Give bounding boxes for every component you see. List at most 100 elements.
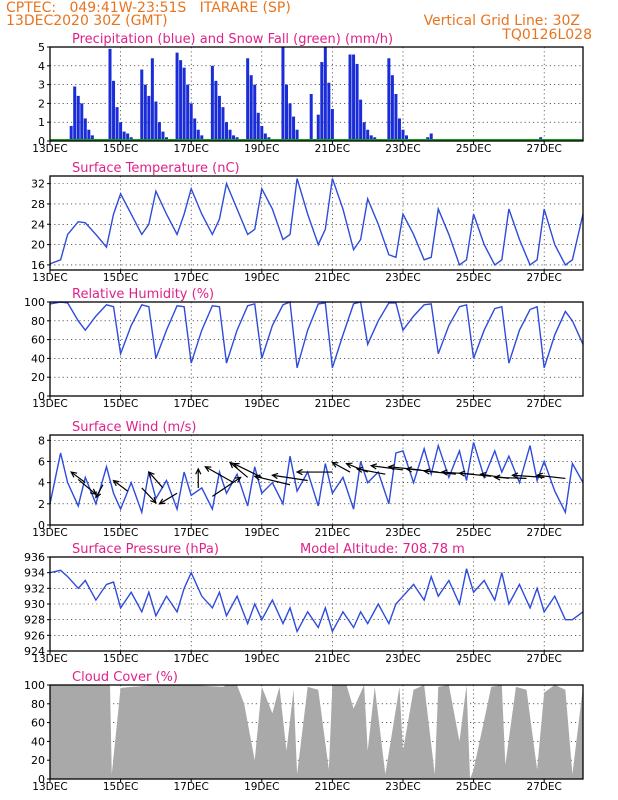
rh-ytick-label: 40 — [31, 352, 45, 365]
pres-series-line — [49, 568, 584, 634]
wind-ytick-label: 6 — [38, 455, 45, 468]
wind-arrow-head — [355, 466, 364, 473]
precip-bar — [327, 82, 331, 141]
wind-ytick-label: 0 — [38, 519, 45, 532]
precip-bar — [122, 131, 126, 141]
precip-bar — [186, 84, 190, 141]
precip-frame — [49, 46, 584, 142]
precip-ytick-label: 0 — [38, 135, 45, 148]
precip-xtick-label: 21DEC — [315, 143, 350, 155]
temp-frame — [49, 175, 584, 271]
precip-bar — [323, 47, 327, 141]
rh-ytick-label: 80 — [31, 315, 45, 328]
precip-bar — [80, 103, 84, 141]
pres-ytick-label: 936 — [24, 551, 45, 564]
cloud-xtick-label: 27DEC — [526, 781, 561, 793]
wind-arrow-head — [458, 470, 466, 477]
precip-bar — [295, 129, 299, 141]
cloud-ytick-label: 40 — [31, 735, 45, 748]
wind-arrow-head — [158, 498, 166, 505]
wind-arrow-head — [440, 469, 448, 476]
pres-panel-title: Surface Pressure (hPa) — [72, 542, 219, 557]
precip-bar — [182, 67, 186, 141]
wind-arrow-head — [535, 472, 543, 479]
precip-bar — [196, 129, 200, 141]
precip-bar — [429, 133, 433, 141]
wind-arrow-shaft — [254, 475, 291, 486]
precip-bar — [355, 63, 359, 141]
temp-ytick-label: 20 — [31, 239, 45, 252]
wind-xtick-label: 21DEC — [315, 527, 350, 539]
pres-xtick-label: 15DEC — [103, 653, 138, 665]
wind-arrow-head — [422, 468, 431, 475]
precip-bar — [405, 135, 409, 141]
precip-ytick-label: 4 — [38, 60, 45, 73]
cloud-xtick-label: 23DEC — [385, 781, 420, 793]
precip-bar — [119, 122, 123, 141]
precip-bar — [256, 112, 260, 141]
precip-bar — [352, 54, 356, 141]
wind-arrow-head — [234, 476, 242, 483]
precip-bar — [369, 135, 373, 141]
wind-arrow-head — [387, 464, 395, 471]
wind-arrow-head — [147, 471, 155, 478]
rh-ytick-label: 0 — [38, 390, 45, 403]
wind-arrow-shaft — [332, 462, 351, 473]
pres-ytick-label: 932 — [24, 582, 45, 595]
rh-frame — [49, 301, 584, 397]
precip-xtick-label: 27DEC — [526, 143, 561, 155]
precip-bar — [387, 58, 391, 141]
rh-xtick-label: 17DEC — [173, 398, 208, 410]
precip-bar — [260, 125, 264, 141]
temp-xtick-label: 13DEC — [32, 272, 67, 284]
rh-xtick-label: 15DEC — [103, 398, 138, 410]
header-location: CPTEC: 049:41W-23:51S ITARARE (SP) — [6, 0, 291, 16]
precip-bar — [359, 99, 363, 141]
wind-arrow-shaft — [233, 463, 263, 478]
header-grid-note: Vertical Grid Line: 30Z — [423, 13, 580, 29]
precip-bar — [150, 58, 154, 141]
wind-arrow-shaft — [77, 479, 97, 495]
cloud-ytick-label: 100 — [24, 679, 45, 692]
wind-ytick-label: 2 — [38, 498, 45, 511]
precip-bar — [87, 129, 91, 141]
pres-xtick-label: 19DEC — [244, 653, 279, 665]
rh-panel-title: Relative Humidity (%) — [72, 287, 214, 302]
precip-bar — [320, 62, 324, 141]
wind-arrow-head — [271, 472, 279, 480]
precip-bar — [246, 58, 250, 141]
precip-xtick-label: 19DEC — [244, 143, 279, 155]
pres-ytick-label: 928 — [24, 614, 45, 627]
pres-xtick-label: 17DEC — [173, 653, 208, 665]
wind-xtick-label: 19DEC — [244, 527, 279, 539]
precip-bar — [394, 94, 398, 141]
precip-bar — [69, 125, 73, 141]
rh-xtick-label: 13DEC — [32, 398, 67, 410]
wind-arrow-shaft — [141, 487, 157, 504]
precip-bar — [140, 69, 144, 141]
pres-xtick-label: 25DEC — [456, 653, 491, 665]
wind-arrow-head — [295, 468, 303, 476]
rh-xtick-label: 21DEC — [315, 398, 350, 410]
pres-ytick-label: 924 — [24, 645, 45, 658]
wind-arrow-shaft — [95, 484, 104, 498]
precip-bar — [249, 75, 253, 141]
wind-frame — [49, 434, 584, 526]
wind-arrow-head — [150, 496, 157, 504]
wind-arrow-shaft — [212, 476, 241, 497]
header-model-id: TQ0126L028 — [502, 27, 592, 43]
rh-ytick-label: 100 — [24, 296, 45, 309]
temp-ytick-label: 32 — [31, 178, 45, 191]
precip-bar — [309, 94, 313, 141]
pres-xtick-label: 27DEC — [526, 653, 561, 665]
precip-bar — [221, 107, 225, 141]
temp-xtick-label: 15DEC — [103, 272, 138, 284]
pres-ytick-label: 930 — [24, 598, 45, 611]
precip-bar — [143, 84, 147, 141]
precip-xtick-label: 25DEC — [456, 143, 491, 155]
temp-ytick-label: 24 — [31, 218, 45, 231]
precip-xtick-label: 23DEC — [385, 143, 420, 155]
wind-ytick-label: 8 — [38, 434, 45, 447]
rh-xtick-label: 19DEC — [244, 398, 279, 410]
